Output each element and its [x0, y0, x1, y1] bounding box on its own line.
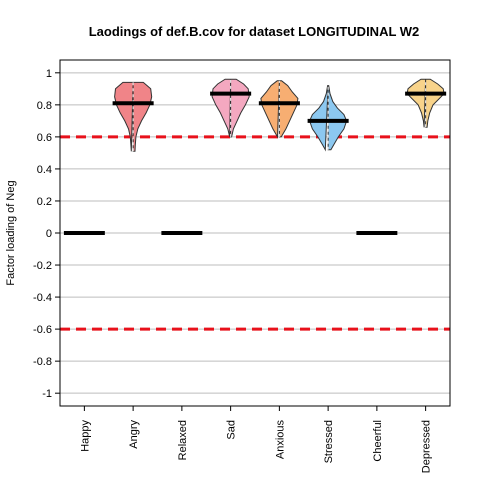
y-tick-label: 0.4 [37, 164, 52, 176]
y-tick-label: 0.6 [37, 132, 52, 144]
x-tick-label: Anxious [274, 420, 286, 460]
violin-stressed [309, 85, 348, 152]
y-tick-label: -1 [42, 388, 52, 400]
violin-angry [114, 81, 153, 152]
y-tick-label: -0.6 [33, 324, 52, 336]
threshold-lines [60, 135, 450, 331]
y-tick-label: -0.2 [33, 260, 52, 272]
x-axis: Happy Angry Relaxed Sad Anxious Stressed Cheer… [79, 406, 433, 473]
x-tick-label: Happy [79, 420, 91, 452]
violin-depressed [406, 78, 445, 128]
y-tick-label: 0.8 [37, 100, 52, 112]
y-tick-label: -0.8 [33, 356, 52, 368]
y-tick-label: -0.4 [33, 292, 52, 304]
violin-anxious [260, 80, 299, 139]
x-tick-label: Depressed [421, 420, 433, 473]
y-tick-label: 0 [46, 228, 52, 240]
x-tick-label: Stressed [323, 420, 335, 463]
y-tick-label: 1 [46, 68, 52, 80]
x-tick-label: Sad [226, 420, 238, 440]
y-axis-label: Factor loading of Neg [5, 180, 17, 285]
x-tick-label: Relaxed [177, 420, 189, 460]
x-tick-label: Cheerful [372, 420, 384, 462]
chart-title: Laodings of def.B.cov for dataset LONGIT… [89, 24, 420, 39]
x-tick-label: Angry [128, 420, 140, 449]
loading-bars [63, 91, 447, 235]
y-axis: 1 0.8 0.6 0.4 0.2 0 -0.2 -0.4 -0.6 -0.8 -1 [33, 68, 60, 400]
y-tick-label: 0.2 [37, 196, 52, 208]
